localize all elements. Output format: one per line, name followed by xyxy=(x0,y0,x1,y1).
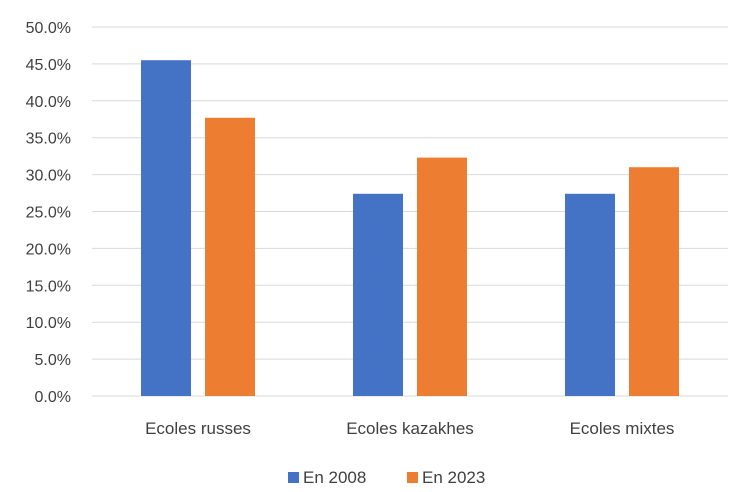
bar-en-2023-0 xyxy=(205,117,255,397)
y-axis-tick-labels: 0.0% 5.0% 10.0% 15.0% 20.0% 25.0% 30.0% 35.0% 40… xyxy=(26,20,71,406)
bars xyxy=(141,60,679,397)
bar-en-2008-1 xyxy=(353,193,403,396)
legend-swatch xyxy=(288,472,299,483)
legend: En 2008 En 2023 xyxy=(288,468,485,487)
bar-en-2008-2 xyxy=(565,193,615,396)
y-tick-label: 20.0% xyxy=(26,241,71,258)
y-tick-label: 25.0% xyxy=(26,205,71,222)
y-tick-label: 45.0% xyxy=(26,57,71,74)
bar-en-2023-1 xyxy=(417,157,467,396)
gridlines xyxy=(92,26,728,397)
x-axis-category-labels: Ecoles russes Ecoles kazakhes Ecoles mixte… xyxy=(145,419,674,438)
bar-en-2023-2 xyxy=(629,167,679,396)
bar-en-2008-0 xyxy=(141,60,191,397)
y-tick-label: 0.0% xyxy=(35,389,71,406)
x-category-label: Ecoles kazakhes xyxy=(346,419,474,438)
x-category-label: Ecoles mixtes xyxy=(570,419,675,438)
y-tick-label: 35.0% xyxy=(26,131,71,148)
y-tick-label: 30.0% xyxy=(26,168,71,185)
y-tick-label: 50.0% xyxy=(26,20,71,37)
legend-swatch xyxy=(407,472,418,483)
y-tick-label: 15.0% xyxy=(26,278,71,295)
x-category-label: Ecoles russes xyxy=(145,419,251,438)
legend-label: En 2008 xyxy=(303,468,366,487)
y-tick-label: 40.0% xyxy=(26,94,71,111)
y-tick-label: 10.0% xyxy=(26,315,71,332)
legend-label: En 2023 xyxy=(422,468,485,487)
y-tick-label: 5.0% xyxy=(35,352,71,369)
